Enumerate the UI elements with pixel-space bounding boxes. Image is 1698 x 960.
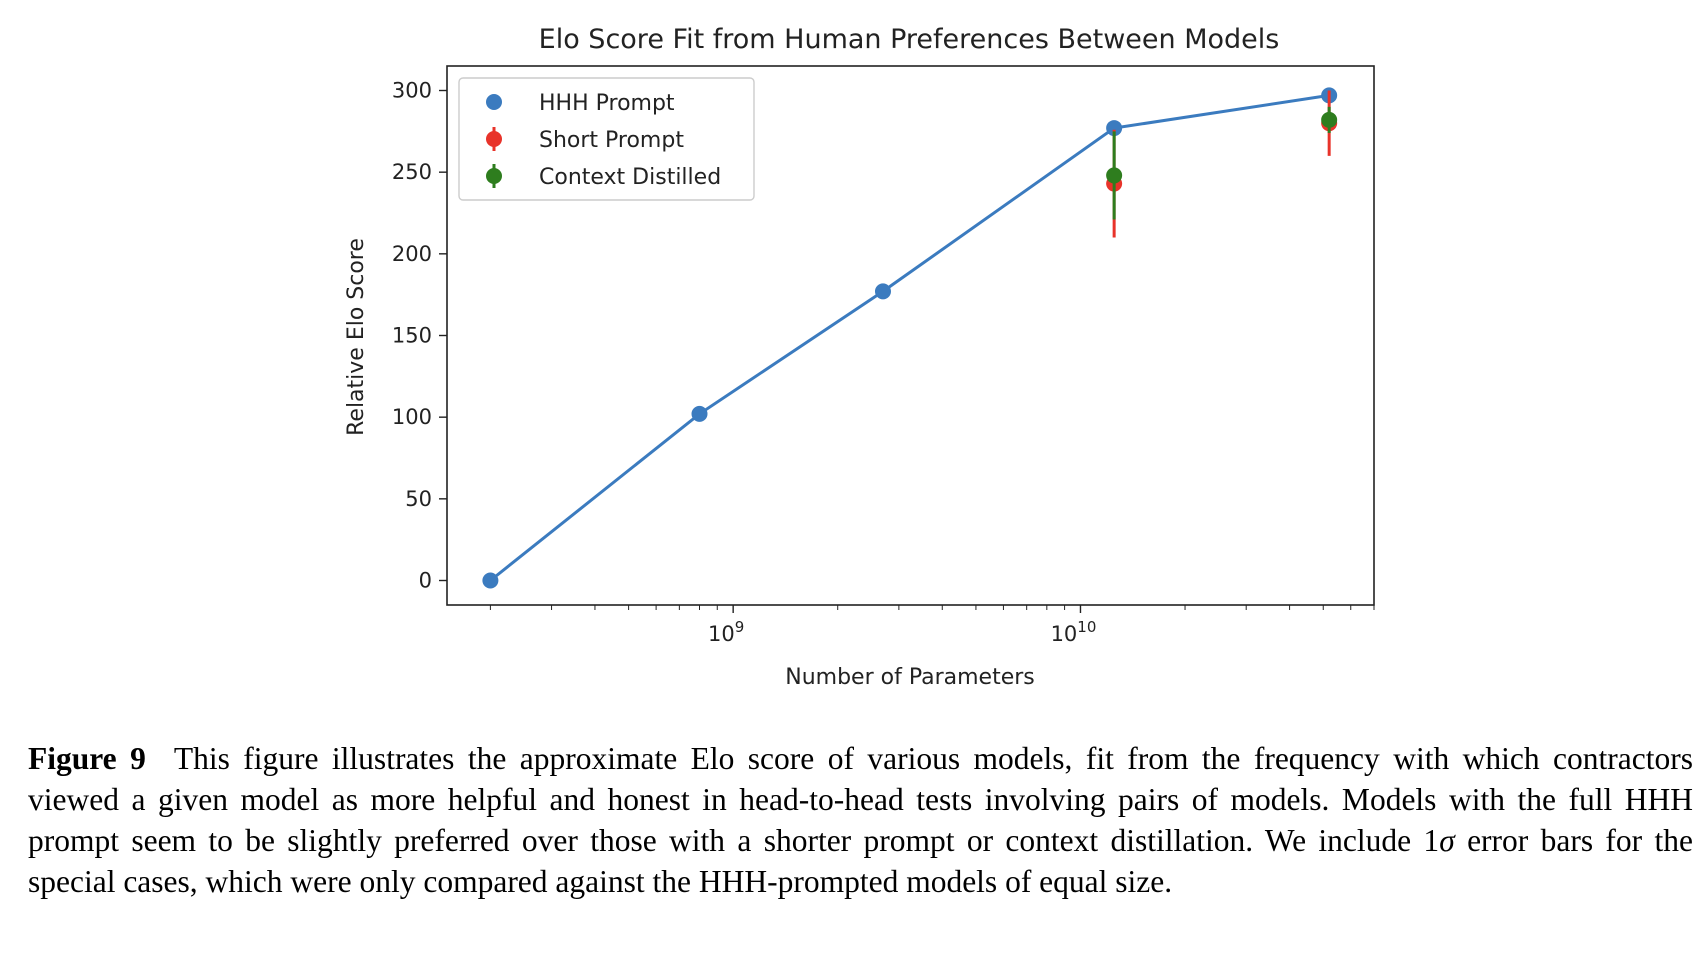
legend-label: Context Distilled (539, 165, 721, 190)
caption-text: This figure illustrates the approximate … (28, 741, 1693, 858)
y-tick-label: 150 (392, 324, 432, 348)
y-tick-label: 250 (392, 160, 432, 184)
plot-area (482, 87, 1338, 589)
y-tick-label: 0 (419, 569, 432, 593)
y-tick-label: 50 (405, 487, 432, 511)
legend-marker (486, 131, 502, 147)
data-point (691, 405, 708, 422)
legend-marker (486, 168, 502, 184)
elo-chart: Elo Score Fit from Human Preferences Bet… (344, 24, 1375, 690)
y-axis: 0 50 100 150 200 250 300 (392, 79, 447, 593)
x-tick-label: 109 (708, 618, 744, 646)
data-point (1106, 167, 1123, 184)
legend-label: Short Prompt (539, 128, 684, 153)
legend-marker (486, 94, 502, 110)
x-axis: 109 1010 (489, 605, 1375, 646)
chart-title: Elo Score Fit from Human Preferences Bet… (539, 24, 1280, 55)
caption-figure-label: Figure 9 (28, 741, 146, 776)
caption-sigma-symbol: σ (1439, 823, 1455, 858)
figure-caption: Figure 9 This figure illustrates the appr… (28, 738, 1693, 902)
x-tick-label: 1010 (1051, 618, 1097, 646)
x-axis-label: Number of Parameters (785, 665, 1035, 690)
legend-label: HHH Prompt (539, 91, 675, 116)
data-point (874, 283, 891, 300)
caption-text-continued: error bars for the special cases, which … (28, 823, 1693, 899)
data-point (482, 572, 499, 589)
y-axis-label: Relative Elo Score (344, 238, 369, 436)
data-point (1321, 111, 1338, 128)
y-tick-label: 100 (392, 405, 432, 429)
y-tick-label: 300 (392, 79, 432, 103)
legend-box (458, 77, 755, 201)
data-point (1106, 120, 1123, 137)
y-tick-label: 200 (392, 242, 432, 266)
legend: HHH Prompt Short Prompt Context Distilled (458, 77, 755, 201)
